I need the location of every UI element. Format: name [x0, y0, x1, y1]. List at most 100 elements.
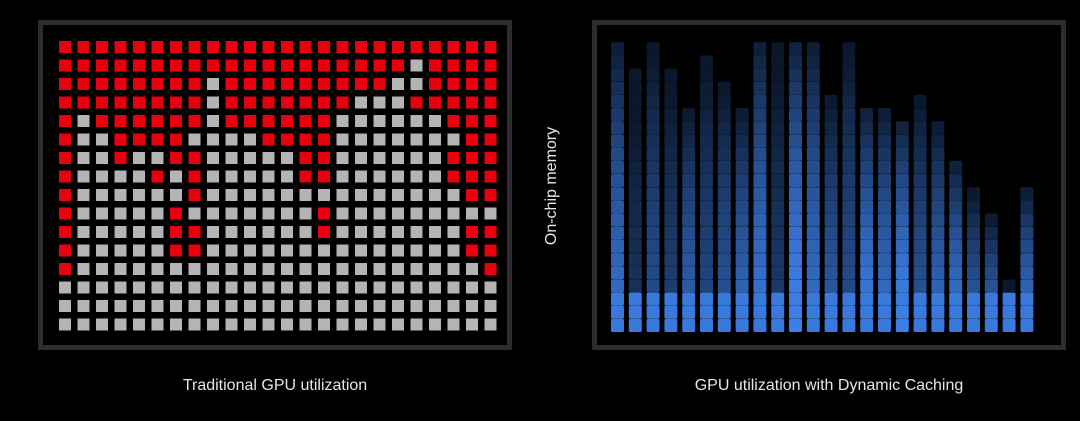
unused-memory-block — [133, 318, 145, 331]
unused-memory-block — [207, 281, 219, 294]
unused-memory-block — [355, 263, 367, 275]
cached-memory-block — [789, 55, 802, 69]
unused-memory-block — [447, 263, 460, 275]
cached-memory-block — [646, 160, 660, 174]
unused-memory-block — [336, 226, 349, 238]
unused-memory-block — [373, 133, 386, 146]
cached-memory-block — [842, 134, 856, 148]
unused-memory-block — [373, 263, 386, 275]
unused-memory-block — [262, 244, 275, 257]
unused-memory-block — [429, 170, 441, 183]
unused-memory-block — [373, 226, 386, 238]
cached-memory-block — [611, 94, 624, 108]
cached-memory-block — [789, 68, 802, 82]
allocated-memory-block — [133, 115, 145, 127]
cached-memory-block — [735, 305, 749, 319]
cached-memory-block — [717, 279, 731, 293]
cached-memory-block — [842, 108, 856, 122]
unused-memory-block — [429, 226, 441, 238]
cached-memory-block — [664, 147, 678, 161]
allocated-memory-block — [133, 78, 145, 90]
cached-memory-block — [771, 42, 785, 56]
unused-memory-block — [318, 318, 330, 331]
allocated-memory-block — [151, 170, 164, 183]
allocated-memory-block — [262, 133, 275, 146]
cached-memory-block — [611, 160, 624, 174]
unused-memory-block — [373, 281, 386, 294]
cached-memory-block — [700, 292, 713, 306]
traditional-gpu-panel — [38, 20, 512, 350]
allocated-memory-block — [59, 133, 71, 146]
allocated-memory-block — [466, 78, 478, 90]
unused-memory-block — [244, 281, 256, 294]
cached-memory-block — [1002, 279, 1016, 293]
allocated-memory-block — [244, 59, 256, 72]
cached-memory-block — [878, 292, 891, 306]
allocated-memory-block — [447, 170, 460, 183]
unused-memory-block — [77, 281, 90, 294]
unused-memory-block — [318, 281, 330, 294]
unused-memory-block — [410, 170, 423, 183]
cached-memory-block — [753, 55, 767, 69]
allocated-memory-block — [281, 41, 293, 53]
unused-memory-block — [207, 170, 219, 183]
unused-memory-block — [262, 281, 275, 294]
allocated-memory-block — [59, 41, 71, 53]
cached-memory-block — [771, 292, 785, 306]
cached-memory-block — [611, 55, 624, 69]
unused-memory-block — [429, 263, 441, 275]
cached-memory-block — [789, 226, 802, 240]
cached-memory-block — [611, 121, 624, 135]
allocated-memory-block — [170, 59, 182, 72]
unused-memory-block — [77, 300, 90, 312]
cached-memory-block — [717, 239, 731, 253]
unused-memory-block — [373, 189, 386, 201]
cached-memory-block — [646, 68, 660, 82]
unused-memory-block — [77, 263, 90, 275]
cached-memory-block — [860, 239, 874, 253]
unused-memory-block — [262, 170, 275, 183]
unused-memory-block — [207, 189, 219, 201]
cached-memory-block — [700, 266, 713, 280]
cached-memory-block — [931, 239, 945, 253]
unused-memory-block — [281, 263, 293, 275]
cached-memory-block — [628, 174, 642, 187]
cached-memory-block — [895, 213, 909, 227]
unused-memory-block — [373, 207, 386, 220]
cached-memory-block — [771, 108, 785, 122]
unused-memory-block — [114, 263, 127, 275]
unused-memory-block — [392, 207, 404, 220]
unused-memory-block — [244, 244, 256, 257]
cached-memory-block — [628, 187, 642, 201]
unused-memory-block — [392, 189, 404, 201]
unused-memory-block — [96, 189, 108, 201]
cached-memory-block — [913, 187, 927, 201]
allocated-memory-block — [244, 78, 256, 90]
cached-memory-block — [860, 121, 874, 135]
cached-memory-block — [913, 213, 927, 227]
unused-memory-block — [484, 281, 497, 294]
cached-memory-block — [895, 147, 909, 161]
cached-memory-block — [878, 147, 891, 161]
cached-memory-block — [682, 305, 696, 319]
cached-memory-block — [895, 226, 909, 240]
unused-memory-block — [299, 244, 312, 257]
allocated-memory-block — [59, 244, 71, 257]
allocated-memory-block — [484, 226, 497, 238]
allocated-memory-block — [466, 226, 478, 238]
cached-memory-block — [664, 108, 678, 122]
cached-memory-block — [913, 147, 927, 161]
allocated-memory-block — [447, 59, 460, 72]
unused-memory-block — [429, 115, 441, 127]
cached-memory-block — [984, 266, 998, 280]
allocated-memory-block — [466, 244, 478, 257]
unused-memory-block — [225, 189, 238, 201]
cached-memory-block — [717, 319, 731, 332]
allocated-memory-block — [225, 59, 238, 72]
cached-memory-block — [682, 187, 696, 201]
cached-memory-block — [984, 213, 998, 227]
cached-memory-block — [682, 266, 696, 280]
cached-memory-block — [789, 266, 802, 280]
cached-memory-block — [628, 108, 642, 122]
allocated-memory-block — [225, 78, 238, 90]
